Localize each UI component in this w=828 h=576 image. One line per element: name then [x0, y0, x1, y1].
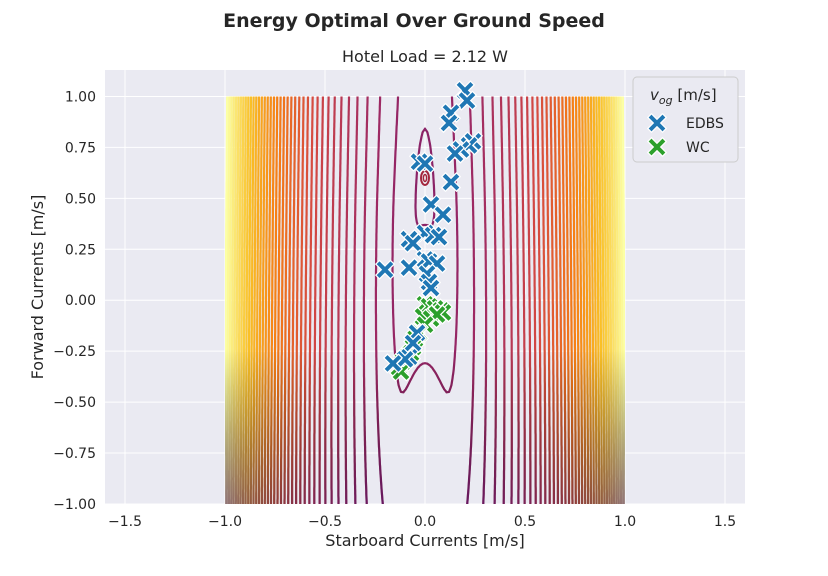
y-tick-label: −0.25 — [53, 344, 96, 360]
x-tick-labels: −1.5 −1.0 −0.5 0.0 0.5 1.0 1.5 — [108, 514, 736, 530]
y-tick-label: 0.75 — [65, 140, 96, 156]
legend-marker-wc — [646, 136, 668, 158]
x-tick-label: 1.5 — [714, 514, 736, 530]
y-tick-label: 0.50 — [65, 191, 96, 207]
contour-shading — [225, 96, 625, 504]
y-tick-label: −1.00 — [53, 497, 96, 513]
x-tick-label: 0.5 — [514, 514, 536, 530]
y-axis-label: Forward Currents [m/s] — [28, 195, 47, 380]
x-tick-label: −1.5 — [108, 514, 142, 530]
y-tick-label: 0.00 — [65, 293, 96, 309]
legend-marker-wc-x — [646, 136, 668, 158]
legend-title-sub: og — [659, 94, 673, 107]
x-tick-label: 0.0 — [414, 514, 436, 530]
x-tick-label: −1.0 — [208, 514, 242, 530]
y-tick-labels: −1.00 −0.75 −0.50 −0.25 0.00 0.25 0.50 0.75 1.00 — [53, 89, 96, 513]
x-axis-label: Starboard Currents [m/s] — [325, 531, 524, 550]
legend-title: vog [m/s] — [650, 86, 717, 107]
y-tick-label: 1.00 — [65, 89, 96, 105]
legend-title-unit: [m/s] — [673, 86, 717, 104]
x-tick-label: 1.0 — [614, 514, 636, 530]
legend-marker-edbs-x — [646, 112, 668, 134]
y-tick-label: 0.25 — [65, 242, 96, 258]
legend-label-wc: WC — [686, 140, 710, 156]
y-tick-label: −0.50 — [53, 395, 96, 411]
legend: vog [m/s] EDBS WC — [632, 76, 739, 163]
y-tick-label: −0.75 — [53, 446, 96, 462]
x-tick-label: −0.5 — [308, 514, 342, 530]
legend-marker-edbs — [646, 112, 668, 134]
legend-title-main: v — [650, 86, 660, 104]
legend-label-edbs: EDBS — [686, 116, 724, 132]
chart-title: Energy Optimal Over Ground Speed — [223, 10, 605, 32]
chart-subtitle: Hotel Load = 2.12 W — [342, 47, 508, 66]
